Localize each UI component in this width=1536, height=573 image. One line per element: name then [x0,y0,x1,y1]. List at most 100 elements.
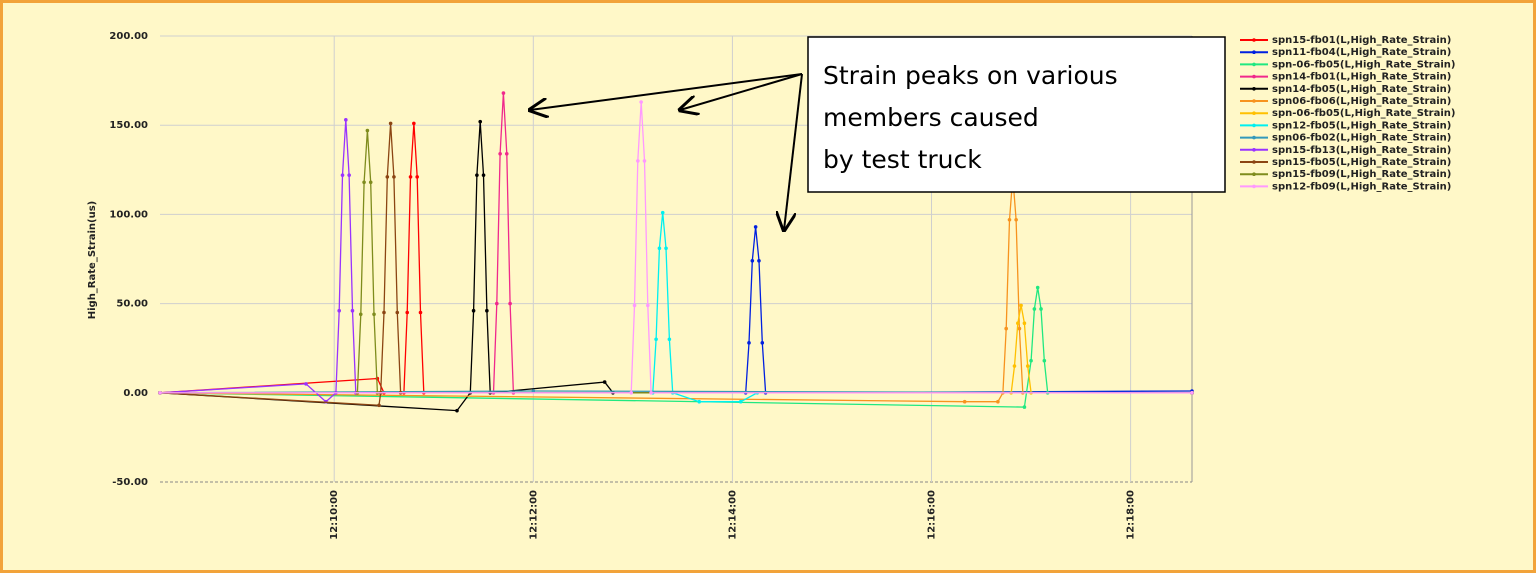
data-point [372,312,376,317]
x-tick-label: 12:10:00 [329,490,340,540]
data-point [636,159,640,163]
x-tick-label: 12:16:00 [927,490,938,540]
legend-marker [1252,135,1256,140]
data-point [750,258,755,263]
data-point [504,151,509,156]
legend-marker [1252,148,1256,152]
arrow [680,73,803,110]
data-point [639,100,643,104]
legend-label: spn-06-fb05(L,High_Rate_Strain) [1272,59,1455,70]
data-point [408,175,413,179]
data-point [481,173,486,177]
data-point [1022,405,1027,409]
annotation-line: members caused [823,103,1039,132]
data-point [495,301,499,306]
legend-label: spn15-fb05(L,High_Rate_Strain) [1272,157,1451,168]
data-point [1032,307,1037,311]
data-point [350,308,355,313]
data-point [531,389,536,393]
data-point [747,341,751,345]
data-point [418,310,423,315]
data-point [382,310,386,315]
data-point [405,310,410,315]
data-point [1029,358,1033,363]
legend-marker [1252,172,1256,176]
y-tick-label: 200.00 [109,31,148,42]
data-point [1015,321,1020,326]
series-line [160,212,1192,403]
annotation-arrows [530,73,803,230]
data-point [368,180,373,185]
data-point [358,312,363,317]
data-point [385,175,390,179]
legend-label: spn11-fb04(L,High_Rate_Strain) [1272,47,1451,58]
data-point [455,408,459,413]
y-axis-label: High_Rate_Strain(us) [87,201,98,320]
data-point [362,180,366,185]
legend-label: spn14-fb05(L,High_Rate_Strain) [1272,84,1451,95]
annotation-line: by test truck [823,145,982,174]
data-point [654,337,658,342]
data-point [344,118,348,122]
data-point [471,308,476,313]
data-point [649,391,653,395]
legend-label: spn-06-fb05(L,High_Rate_Strain) [1272,108,1455,119]
legend-label: spn15-fb09(L,High_Rate_Strain) [1272,169,1451,180]
data-point [660,210,665,215]
data-point [377,403,381,408]
data-point [498,151,502,156]
x-tick-label: 12:14:00 [727,490,738,540]
plot-area: -50.00 0.00 50.00 100.00 150.00 200.00 12:10:0… [109,31,1194,540]
legend-label: spn06-fb02(L,High_Rate_Strain) [1272,133,1451,144]
data-point [760,341,765,345]
series-line [159,123,1192,406]
data-point [1014,217,1018,222]
data-point [508,301,512,306]
annotation-line: Strain peaks on various [823,61,1118,90]
legend-marker [1252,123,1256,128]
legend-label: spn06-fb06(L,High_Rate_Strain) [1272,96,1451,107]
data-point [1190,391,1194,395]
data-point [664,246,668,251]
legend-label: spn15-fb13(L,High_Rate_Strain) [1272,145,1451,156]
y-tick-label: 100.00 [109,209,148,220]
data-point [962,399,967,404]
data-point [632,303,637,308]
legend-label: spn12-fb09(L,High_Rate_Strain) [1272,181,1451,192]
data-point [304,382,308,386]
arrow [530,73,803,110]
data-point [996,399,1000,404]
y-tick-label: 0.00 [123,388,148,399]
x-tick-label: 12:12:00 [528,490,539,540]
legend-marker [1252,50,1256,54]
data-point [388,121,393,126]
data-point [365,128,370,133]
legend-label: spn14-fb01(L,High_Rate_Strain) [1272,72,1451,83]
data-point [1019,303,1023,308]
data-point [697,399,702,404]
data-point [392,175,396,179]
data-point [347,173,351,177]
legend-marker [1252,62,1256,67]
data-point [1035,285,1040,290]
data-point [1007,217,1012,222]
data-point [1017,326,1022,331]
y-tick-label: 150.00 [109,120,148,131]
data-point [1012,364,1017,368]
data-point [485,308,489,313]
data-point [629,391,634,395]
data-point [645,303,650,308]
legend-label: spn12-fb05(L,High_Rate_Strain) [1272,120,1451,131]
arrow [784,73,803,230]
data-point [478,119,483,124]
y-tick-label: 50.00 [116,299,148,310]
data-point [642,159,647,163]
data-point [158,391,162,395]
legend-marker [1252,184,1256,189]
legend: spn15-fb01(L,High_Rate_Strain)spn11-fb04… [1240,35,1455,192]
data-point [395,310,400,315]
data-point [667,337,672,342]
data-point [738,399,743,404]
